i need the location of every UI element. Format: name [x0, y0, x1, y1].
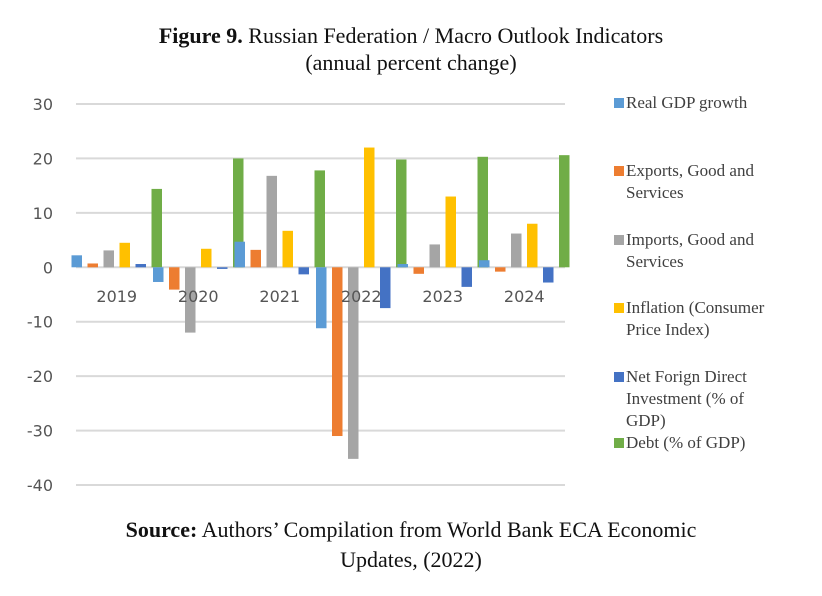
bar-2022-series-2 — [348, 267, 359, 459]
legend-label: Services — [626, 183, 684, 202]
bar-2023-series-1 — [413, 267, 424, 274]
y-tick-label: 20 — [33, 149, 53, 168]
figure-title-text: Russian Federation / Macro Outlook Indic… — [242, 23, 664, 48]
legend-swatch-icon — [614, 98, 624, 108]
y-tick-label: -30 — [27, 422, 53, 441]
legend-label: GDP) — [626, 411, 666, 430]
bar-2020-series-4 — [217, 267, 228, 269]
legend-label: Exports, Good and — [626, 161, 754, 180]
legend-item: Real GDP growth — [614, 92, 814, 114]
x-axis-ticks: 2019 2020 2021 2022 2023 2024 — [96, 287, 544, 306]
bar-2020-series-1 — [169, 267, 180, 290]
bar-2021-series-5 — [314, 170, 325, 268]
legend-swatch-icon — [614, 303, 624, 313]
bar-2019-series-2 — [103, 250, 114, 268]
figure-subtitle: (annual percent change) — [305, 50, 517, 75]
bar-2022-series-0 — [316, 267, 327, 329]
bar-2019-series-1 — [87, 263, 98, 268]
bar-2022-series-5 — [396, 159, 407, 268]
legend-item: Inflation (Consumer Price Index) — [614, 297, 814, 341]
bar-2020-series-5 — [233, 158, 244, 268]
source-caption: Source: Authors’ Compilation from World … — [0, 515, 822, 575]
legend-item: Net Forign Direct Investment (% of GDP) — [614, 366, 814, 432]
source-text: Authors’ Compilation from World Bank ECA… — [197, 517, 697, 542]
x-tick-label: 2022 — [341, 287, 382, 306]
bar-2024-series-4 — [543, 267, 554, 283]
bar-2020-series-2 — [185, 267, 196, 333]
y-tick-label: 30 — [33, 95, 53, 114]
legend-label: Real GDP growth — [626, 93, 748, 112]
legend-swatch-icon — [614, 166, 624, 176]
bar-2021-series-0 — [234, 241, 245, 268]
bar-2021-series-2 — [266, 175, 277, 268]
y-tick-label: -40 — [27, 476, 53, 495]
legend-label: Net Forign Direct — [626, 367, 747, 386]
y-tick-label: -10 — [27, 313, 53, 332]
bar-2024-series-1 — [495, 267, 506, 272]
bar-2023-series-0 — [397, 264, 408, 268]
bars — [71, 147, 570, 459]
legend-label: Inflation (Consumer — [626, 298, 765, 317]
legend-label: Investment (% of — [626, 389, 745, 408]
bar-2023-series-4 — [461, 267, 472, 287]
legend-label: Services — [626, 252, 684, 271]
x-tick-label: 2023 — [422, 287, 463, 306]
figure-title: Figure 9. Russian Federation / Macro Out… — [0, 22, 822, 76]
source-text-2: Updates, (2022) — [340, 547, 482, 572]
bar-2020-series-0 — [153, 267, 164, 282]
bar-2023-series-2 — [429, 244, 440, 268]
bar-2022-series-1 — [332, 267, 343, 437]
x-tick-label: 2021 — [259, 287, 300, 306]
bar-2024-series-3 — [527, 223, 538, 268]
y-tick-label: -20 — [27, 367, 53, 386]
y-axis-ticks: 30 20 10 0 -10 -20 -30 -40 — [27, 95, 53, 495]
legend-swatch-icon — [614, 372, 624, 382]
bar-2021-series-1 — [250, 249, 261, 268]
bar-2023-series-5 — [477, 156, 488, 268]
bar-2022-series-3 — [364, 147, 375, 268]
y-tick-label: 0 — [43, 258, 53, 277]
bar-2024-series-0 — [479, 260, 490, 268]
x-tick-label: 2024 — [504, 287, 545, 306]
bar-2023-series-3 — [445, 196, 456, 268]
bar-2019-series-0 — [71, 255, 82, 268]
source-label: Source: — [125, 517, 198, 542]
legend-label: Price Index) — [626, 320, 710, 339]
y-tick-label: 10 — [33, 204, 53, 223]
legend-item: Exports, Good and Services — [614, 160, 814, 204]
bar-2020-series-3 — [201, 248, 212, 268]
figure-label: Figure 9. — [158, 23, 243, 48]
bar-2024-series-2 — [511, 233, 522, 268]
legend-swatch-icon — [614, 235, 624, 245]
bar-2024-series-5 — [559, 155, 570, 268]
legend-label: Debt (% of GDP) — [626, 433, 746, 452]
legend-item: Debt (% of GDP) — [614, 432, 814, 454]
bar-2021-series-4 — [298, 267, 309, 275]
bar-2022-series-4 — [380, 267, 391, 309]
legend-item: Imports, Good and Services — [614, 229, 814, 273]
x-tick-label: 2020 — [178, 287, 219, 306]
bar-2019-series-5 — [151, 188, 162, 268]
bar-2021-series-3 — [282, 230, 293, 268]
bar-2019-series-4 — [135, 264, 146, 268]
bar-2019-series-3 — [119, 242, 130, 268]
legend-label: Imports, Good and — [626, 230, 754, 249]
legend-swatch-icon — [614, 438, 624, 448]
x-tick-label: 2019 — [96, 287, 137, 306]
